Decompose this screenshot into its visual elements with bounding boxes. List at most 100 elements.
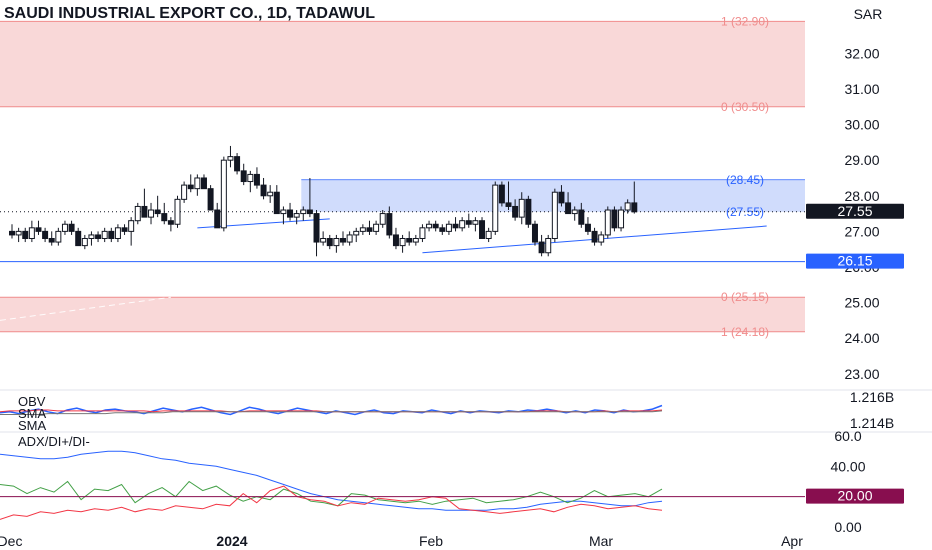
candle-body: [333, 237, 340, 247]
candle-body: [88, 234, 95, 239]
candle-body: [148, 209, 155, 218]
candle-body: [61, 223, 68, 232]
adx-axis-tick: 60.0: [834, 428, 861, 444]
adx-pane: ADX/DI+/DI-: [0, 431, 932, 520]
candle-body: [253, 173, 260, 186]
price-axis-tick: 32.00: [844, 45, 879, 61]
candle-body: [611, 209, 618, 229]
adx-series-line: [0, 480, 663, 507]
candle-body: [386, 213, 393, 236]
price-pane: 1 (32.90) 0 (30.50) 0 (25.15) 1 (24.18) (28.…: [0, 14, 805, 339]
candle-body: [320, 237, 327, 243]
adx-axis-tick: 0.00: [834, 519, 861, 535]
candle-body: [167, 220, 174, 225]
candle-body: [379, 213, 386, 225]
candle-body: [227, 156, 234, 161]
candle-body: [234, 156, 241, 172]
candle-body: [181, 184, 188, 200]
fib-level-label: 1 (24.18): [721, 325, 769, 339]
candle-body: [161, 213, 168, 222]
candle-body: [565, 202, 572, 215]
candle-body: [108, 230, 115, 239]
candle-body: [353, 230, 360, 236]
candle-body: [75, 230, 82, 247]
price-axis[interactable]: 32.0031.0030.0029.0028.0027.0026.0025.00…: [806, 45, 904, 535]
price-axis-tick: 28.00: [844, 188, 879, 204]
candle-body: [598, 234, 605, 243]
range-box-top-label: (28.45): [726, 173, 764, 187]
candle-body: [392, 234, 399, 247]
candle-body: [584, 223, 591, 232]
price-axis-tick: 24.00: [844, 330, 879, 346]
candle-body: [114, 227, 121, 239]
candle-body: [42, 230, 49, 239]
time-axis-label: Feb: [419, 533, 443, 549]
adx-axis-tick: 40.00: [830, 458, 865, 474]
candle-body: [439, 227, 446, 232]
candle-body: [631, 202, 638, 213]
last-price-badge-text: 27.55: [837, 203, 872, 219]
obv-axis-tick: 1.216B: [850, 389, 894, 405]
candle-body: [445, 223, 452, 232]
chart-title: SAUDI INDUSTRIAL EXPORT CO., 1D, TADAWUL: [4, 5, 375, 22]
candle-body: [55, 230, 62, 243]
time-axis-label: Dec: [0, 533, 22, 549]
candle-body: [618, 209, 625, 229]
fib-level-label: 1 (32.90): [721, 14, 769, 28]
candle-body: [267, 191, 274, 197]
currency-label[interactable]: SAR: [854, 6, 883, 22]
price-axis-tick: 29.00: [844, 152, 879, 168]
candle-body: [35, 227, 42, 232]
adx-threshold-badge-text: 20.00: [837, 488, 872, 504]
candle-body: [214, 209, 221, 229]
candle-body: [260, 184, 267, 197]
candle-body: [247, 173, 254, 183]
fib-zone-lower: [0, 297, 805, 332]
fib-level-label: 0 (30.50): [721, 100, 769, 114]
candle-body: [154, 209, 161, 215]
candle-body: [293, 213, 300, 218]
candle-body: [412, 237, 419, 243]
candle-body: [373, 223, 380, 232]
candle-body: [452, 223, 459, 229]
support-price-badge-text: 26.15: [837, 253, 872, 269]
adx-series-line: [0, 450, 663, 511]
adx-series-line: [0, 485, 663, 520]
candle-body: [498, 184, 505, 204]
candle-body: [465, 220, 472, 225]
candle-body: [426, 223, 433, 229]
candle-body: [220, 159, 227, 229]
candle-body: [194, 177, 201, 190]
candle-body: [591, 230, 598, 243]
candle-body: [240, 170, 247, 183]
candle-body: [531, 223, 538, 243]
obv-legend-label: SMA: [18, 406, 47, 421]
candle-body: [525, 198, 532, 225]
candle-body: [134, 205, 141, 222]
price-axis-tick: 25.00: [844, 295, 879, 311]
candle-body: [200, 177, 207, 190]
candle-body: [101, 230, 108, 239]
candle-body: [280, 209, 287, 215]
candle-body: [48, 237, 55, 243]
time-axis-label: 2024: [216, 533, 247, 549]
time-axis[interactable]: Dec 2024 Feb Mar Apr: [0, 533, 803, 549]
candle-body: [207, 188, 214, 211]
price-axis-tick: 31.00: [844, 81, 879, 97]
candle-body: [472, 220, 479, 225]
candle-body: [479, 220, 486, 239]
candle-body: [578, 209, 585, 225]
candle-body: [28, 227, 35, 239]
obv-axis-tick: 1.214B: [850, 415, 894, 431]
obv-legend-label: OBV: [18, 394, 46, 409]
candle-body: [518, 198, 525, 218]
candle-body: [551, 191, 558, 239]
candle-body: [545, 237, 552, 254]
support-price-badge: [806, 253, 904, 269]
fib-zone-upper: [0, 21, 805, 107]
candle-body: [340, 237, 346, 243]
candle-body: [22, 230, 29, 239]
candle-body: [174, 198, 181, 225]
